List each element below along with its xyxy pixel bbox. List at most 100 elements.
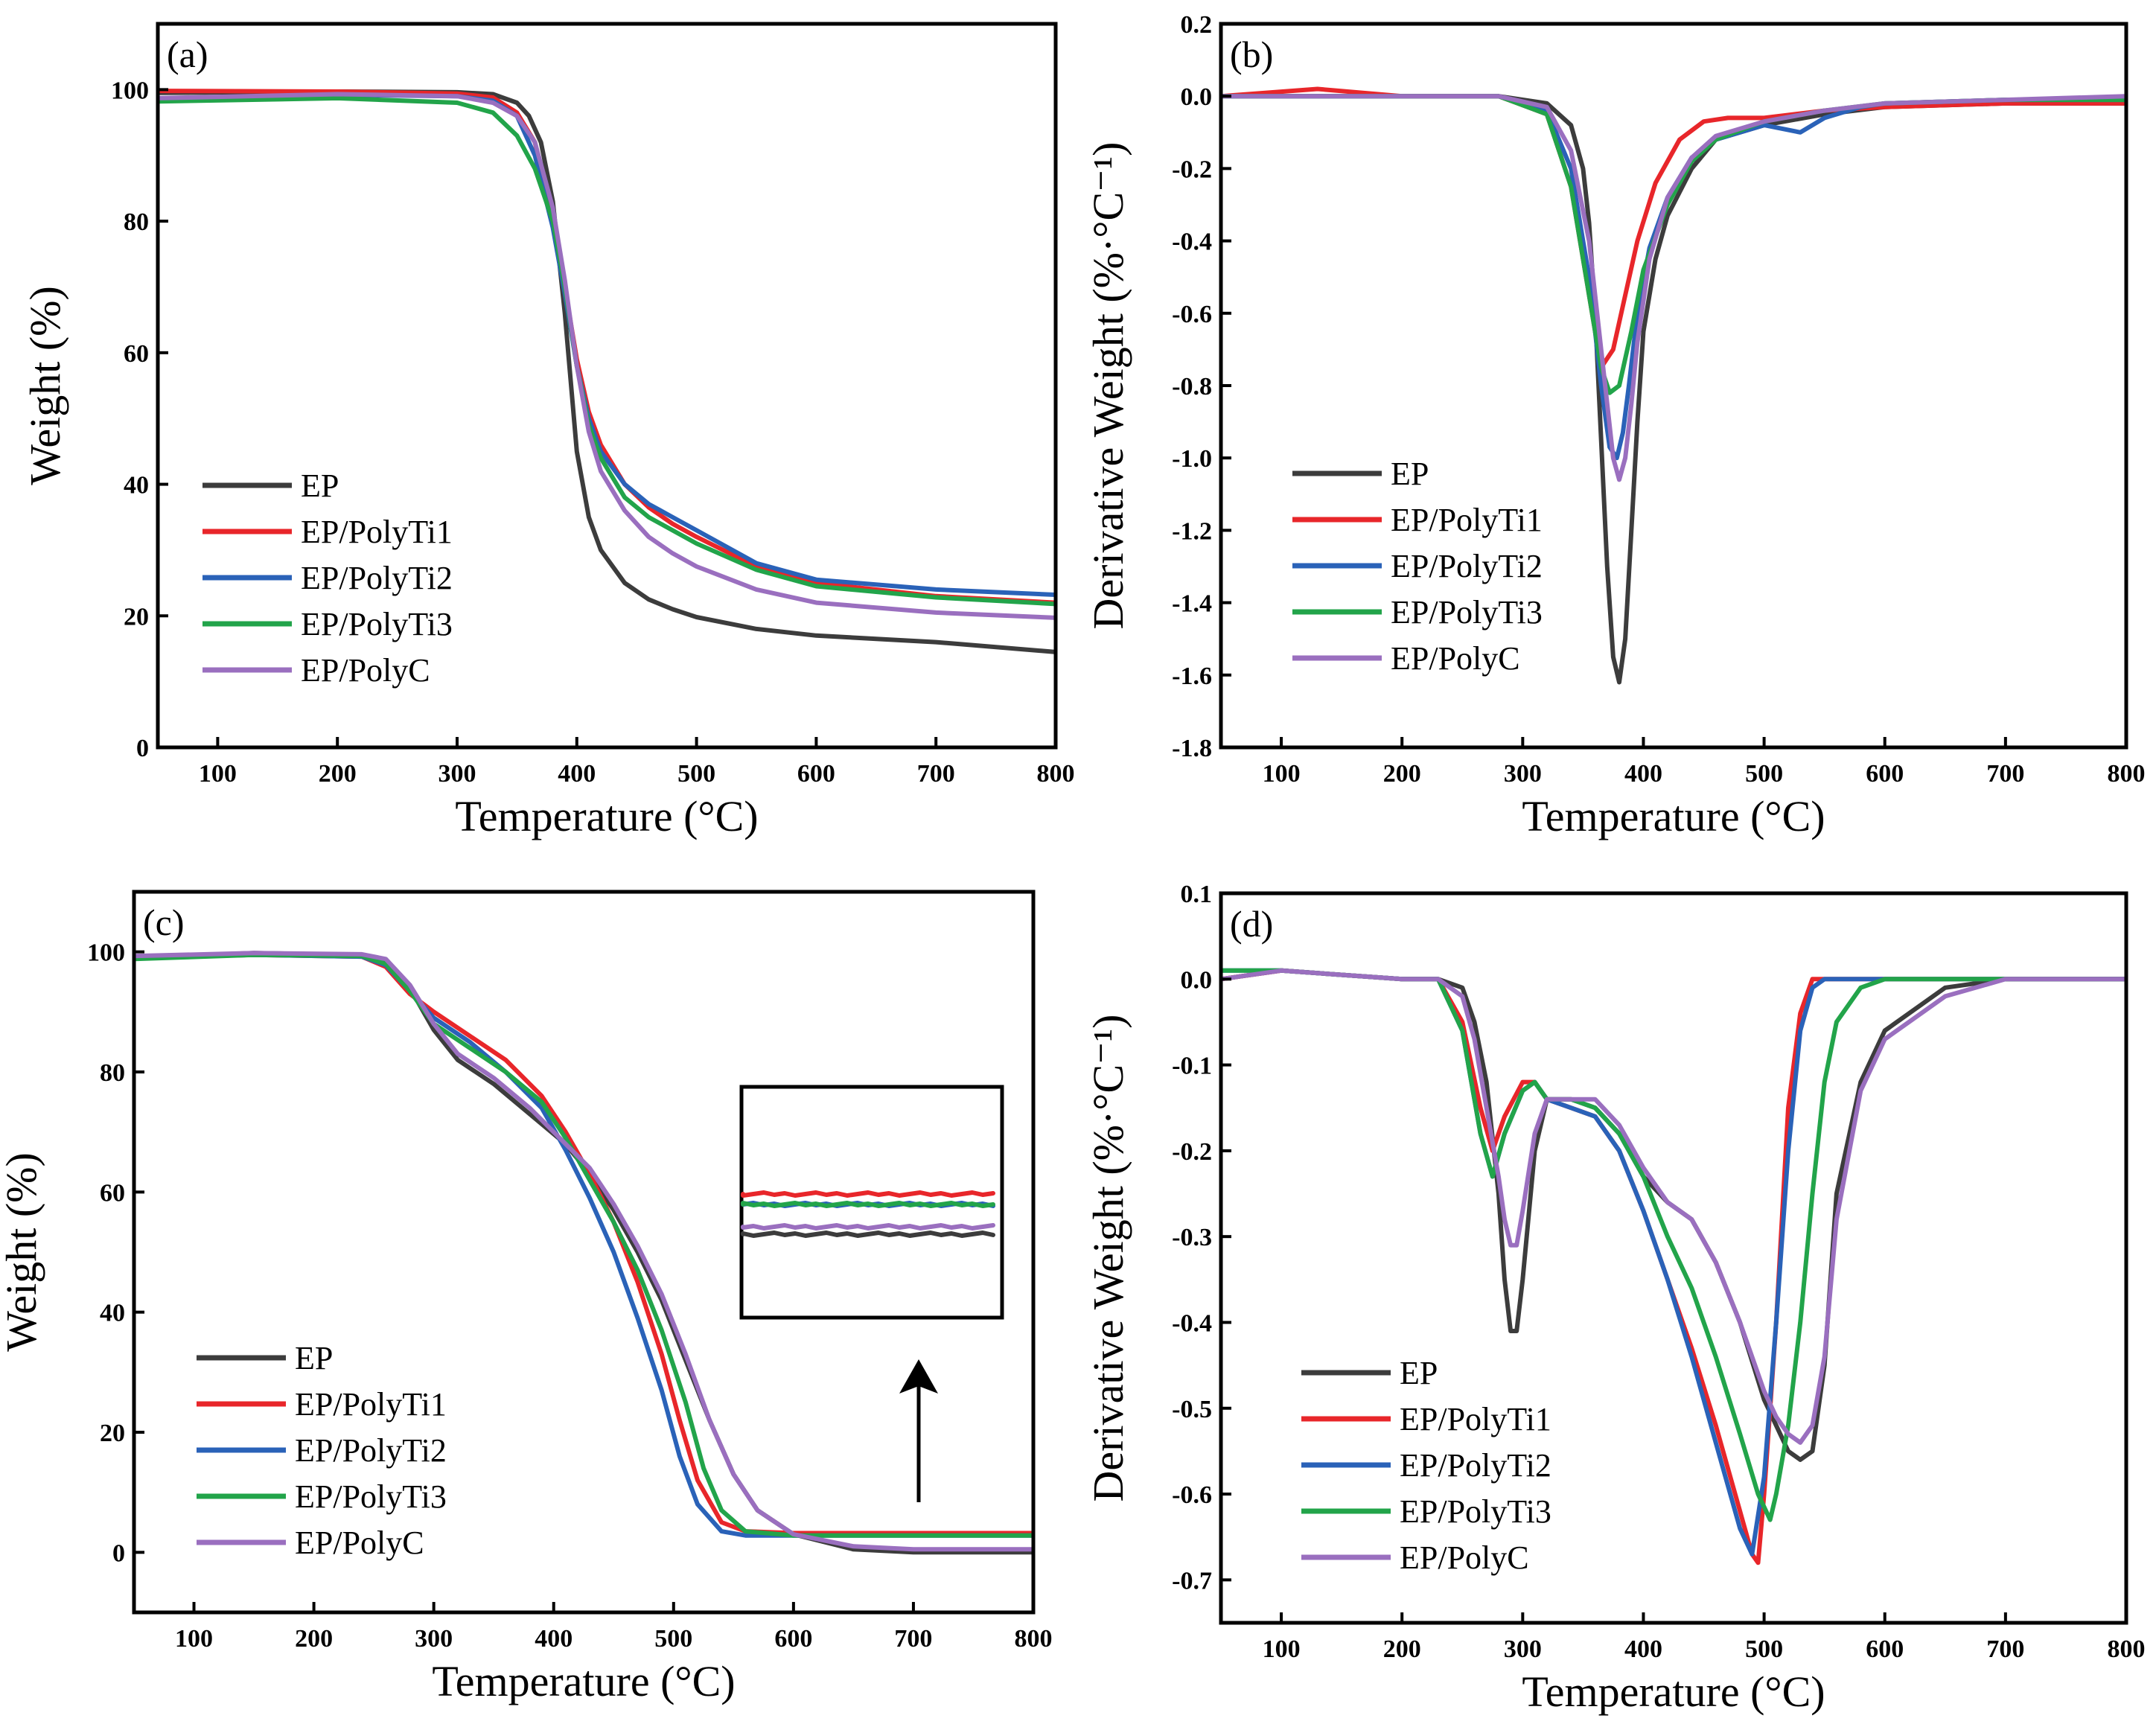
x-tick-label: 700 xyxy=(1986,760,2024,788)
x-tick-label: 300 xyxy=(1504,760,1542,788)
series-line-5 xyxy=(1221,94,2126,482)
y-tick-label: 0.2 xyxy=(1181,11,1213,39)
y-tick-label: -0.6 xyxy=(1172,301,1212,328)
y-tick-label: -0.4 xyxy=(1172,1309,1212,1337)
legend-entry: EP/PolyTi1 xyxy=(1391,502,1543,538)
x-tick-label: 600 xyxy=(1866,1635,1904,1663)
x-tick-label: 100 xyxy=(1263,760,1301,788)
x-tick-label: 400 xyxy=(1624,1635,1662,1663)
legend-entry: EP/PolyC xyxy=(295,1525,424,1561)
chart-panel-1: 100 200 300 400 500 600 700 800 0 20 40 60 80 100 Temp… xyxy=(21,22,1075,840)
series-line-4 xyxy=(1221,968,2126,1522)
x-tick-label: 400 xyxy=(535,1625,573,1653)
plot-frame xyxy=(156,22,1058,750)
legend: EP EP/PolyTi1 EP/PolyTi2 EP/PolyTi3 EP/PolyC xyxy=(1292,456,1543,677)
series-line-2 xyxy=(1221,86,2126,370)
y-tick-label: 100 xyxy=(111,77,149,104)
x-tick-label: 600 xyxy=(797,760,835,788)
legend-entry: EP/PolyTi2 xyxy=(1400,1447,1551,1484)
y-tick-label: -0.6 xyxy=(1172,1481,1212,1509)
series-line-5 xyxy=(158,92,1056,620)
legend-entry: EP/PolyTi1 xyxy=(295,1386,447,1423)
inset-series-line xyxy=(741,1223,995,1231)
y-tick-label: 20 xyxy=(100,1420,125,1447)
y-tick-label: -1.2 xyxy=(1172,517,1212,545)
y-tick-label: -1.6 xyxy=(1172,663,1212,690)
legend-entry: EP/PolyTi2 xyxy=(1391,548,1543,584)
y-tick-label: 40 xyxy=(100,1300,125,1327)
y-tick-label: 0.0 xyxy=(1181,966,1213,994)
legend: EP EP/PolyTi1 EP/PolyTi2 EP/PolyTi3 EP/PolyC xyxy=(197,1340,447,1561)
x-tick-label: 600 xyxy=(1866,760,1904,788)
x-tick-label: 700 xyxy=(1986,1635,2024,1663)
panel-label: (b) xyxy=(1230,33,1273,75)
y-tick-label: -0.2 xyxy=(1172,156,1212,183)
y-tick-label: -0.3 xyxy=(1172,1224,1212,1251)
x-tick-label: 300 xyxy=(415,1625,453,1653)
panel-label: (a) xyxy=(167,33,208,75)
x-tick-label: 200 xyxy=(1383,1635,1421,1663)
x-tick-label: 200 xyxy=(319,760,357,788)
x-tick-label: 300 xyxy=(1504,1635,1542,1663)
y-axis-label: Weight (%) xyxy=(0,1152,45,1352)
x-tick-label: 300 xyxy=(438,760,476,788)
x-tick-label: 700 xyxy=(917,760,955,788)
x-tick-label: 800 xyxy=(2108,760,2146,788)
inset-series-line xyxy=(741,1231,995,1238)
series-line-3 xyxy=(1221,94,2126,461)
plot-area xyxy=(1221,86,2126,685)
legend-entry: EP/PolyC xyxy=(301,652,430,689)
x-tick-label: 700 xyxy=(894,1625,932,1653)
legend: EP EP/PolyTi1 EP/PolyTi2 EP/PolyTi3 EP/PolyC xyxy=(202,467,453,689)
series-line-4 xyxy=(158,95,1056,607)
y-tick-label: -0.1 xyxy=(1172,1053,1212,1080)
x-axis-label: Temperature (°C) xyxy=(432,1657,735,1705)
legend: EP EP/PolyTi1 EP/PolyTi2 EP/PolyTi3 EP/PolyC xyxy=(1301,1355,1551,1576)
y-tick-label: 80 xyxy=(100,1059,125,1087)
plot-area xyxy=(1221,968,2126,1565)
panel-label: (c) xyxy=(143,901,185,943)
y-axis-label: Derivative Weight (%·°C⁻¹) xyxy=(1084,1015,1132,1502)
series-line-4 xyxy=(134,952,1033,1538)
x-tick-label: 800 xyxy=(1037,760,1075,788)
series-line-1 xyxy=(158,89,1056,654)
panel-label: (d) xyxy=(1230,903,1273,945)
y-tick-label: 40 xyxy=(124,472,149,499)
x-tick-label: 100 xyxy=(175,1625,213,1653)
legend-entry: EP/PolyTi3 xyxy=(301,606,453,642)
y-tick-label: 80 xyxy=(124,208,149,236)
series-line-4 xyxy=(1221,94,2126,395)
y-tick-label: 0 xyxy=(136,735,149,762)
y-tick-label: 0.1 xyxy=(1181,881,1213,908)
series-line-2 xyxy=(158,89,1056,605)
legend-entry: EP xyxy=(301,467,339,504)
y-tick-label: -0.4 xyxy=(1172,229,1212,256)
legend-entry: EP xyxy=(295,1340,333,1376)
y-tick-label: 0 xyxy=(112,1539,125,1567)
y-tick-label: -1.0 xyxy=(1172,445,1212,473)
y-tick-label: 0.0 xyxy=(1181,83,1213,111)
x-tick-label: 600 xyxy=(774,1625,812,1653)
y-tick-label: -0.7 xyxy=(1172,1567,1212,1595)
x-tick-label: 200 xyxy=(1383,760,1421,788)
plot-frame xyxy=(132,890,1036,1615)
y-tick-label: -1.8 xyxy=(1172,735,1212,762)
x-axis-label: Temperature (°C) xyxy=(1522,1667,1825,1716)
y-tick-label: -0.5 xyxy=(1172,1396,1212,1423)
chart-panel-2: 100 200 300 400 500 600 700 800 -1.8 -1.6 -1.4 -1.2… xyxy=(1084,11,2146,840)
y-axis-label: Weight (%) xyxy=(21,286,69,485)
y-tick-label: -1.4 xyxy=(1172,590,1212,618)
chart-panel-4: 100 200 300 400 500 600 700 800 -0.7 -0.6 -0.5 -0.4… xyxy=(1084,881,2146,1716)
x-tick-label: 500 xyxy=(1745,1635,1783,1663)
series-line-1 xyxy=(134,951,1033,1555)
y-tick-label: 100 xyxy=(87,939,125,967)
x-tick-label: 400 xyxy=(558,760,596,788)
y-tick-label: -0.2 xyxy=(1172,1138,1212,1166)
y-tick-label: -0.8 xyxy=(1172,373,1212,400)
legend-entry: EP/PolyTi1 xyxy=(1400,1401,1551,1437)
x-tick-label: 500 xyxy=(654,1625,692,1653)
y-tick-label: 20 xyxy=(124,603,149,631)
y-axis-label: Derivative Weight (%·°C⁻¹) xyxy=(1084,142,1132,630)
plot-area xyxy=(158,89,1056,654)
x-axis-label: Temperature (°C) xyxy=(1522,792,1825,840)
